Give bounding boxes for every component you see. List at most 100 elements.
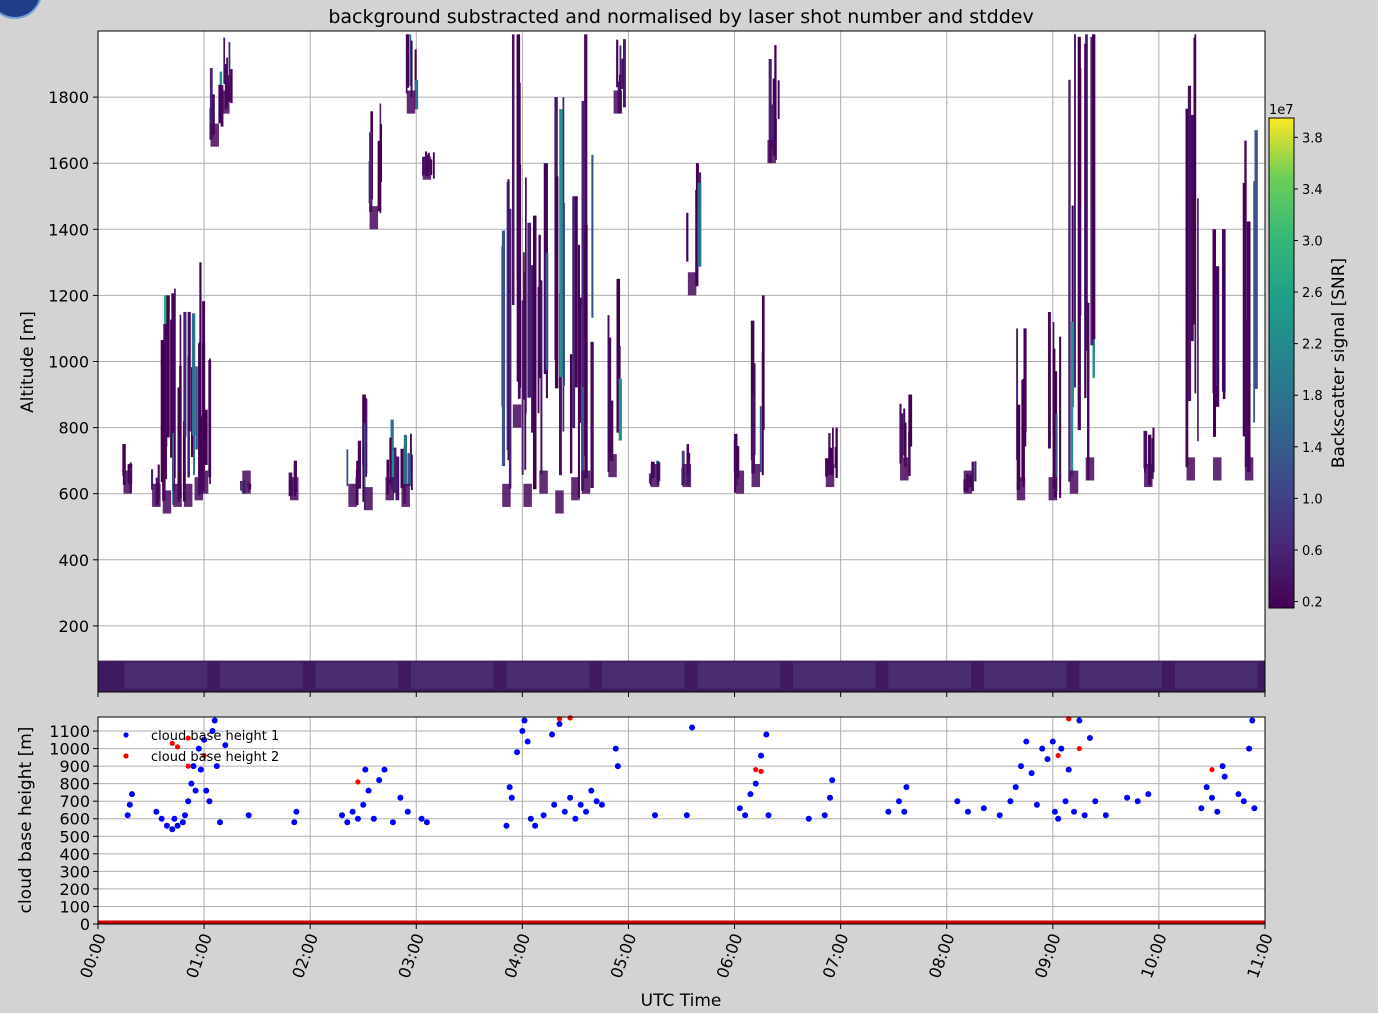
- legend-label-series-1: cloud base height 1: [151, 729, 279, 744]
- colorbar-tick-label: 2.6: [1302, 286, 1323, 301]
- scatter-x-label: UTC Time: [641, 991, 722, 1011]
- cloud-streak: [590, 341, 594, 488]
- cloud-streak: [430, 159, 433, 176]
- point-series-1: [964, 808, 971, 815]
- scatter-y-tick-label: 600: [59, 810, 90, 829]
- point-series-1: [1198, 805, 1205, 812]
- cloud-base-blob: [687, 272, 697, 296]
- point-series-1: [614, 763, 621, 770]
- point-series-2: [1076, 745, 1082, 752]
- cloud-streak: [501, 230, 506, 467]
- point-series-1: [540, 812, 547, 819]
- cloud-streak: [393, 447, 397, 493]
- heatmap-y-tick-label: 1400: [48, 220, 89, 239]
- point-series-1: [549, 731, 556, 738]
- scatter-grid: [97, 717, 1266, 925]
- cloud-base-blob: [199, 470, 209, 494]
- heatmap-y-tick-label: 400: [58, 551, 89, 570]
- cloud-streak: [1190, 114, 1194, 342]
- point-series-1: [381, 766, 388, 773]
- cloud-streak: [414, 79, 419, 110]
- point-series-1: [128, 791, 135, 798]
- surface-layer-block: [792, 662, 876, 689]
- cloud-streak: [1215, 295, 1218, 387]
- point-series-1: [344, 819, 351, 826]
- point-series-1: [1251, 805, 1258, 812]
- cloud-streak: [1071, 205, 1074, 407]
- cloud-base-blob: [210, 123, 219, 147]
- heatmap-y-tick-label: 800: [58, 419, 89, 438]
- cloud-streak: [1084, 43, 1087, 399]
- surface-layer-block: [983, 662, 1067, 689]
- cloud-base-blob: [900, 457, 909, 481]
- cloud-streak: [183, 311, 187, 437]
- point-series-1: [339, 812, 346, 819]
- point-series-2: [1055, 752, 1061, 759]
- cloud-streak: [759, 406, 762, 473]
- surface-layer-block: [601, 662, 685, 689]
- point-series-1: [1208, 794, 1215, 801]
- cloud-streak: [523, 252, 525, 400]
- cloud-streak: [569, 354, 573, 474]
- cloud-streak: [618, 378, 622, 441]
- point-series-1: [1055, 815, 1062, 822]
- cloud-base-blob: [613, 90, 623, 114]
- cloud-base-blob: [539, 470, 548, 494]
- scatter-y-label: cloud base height [m]: [16, 727, 36, 914]
- cloud-streak: [195, 366, 198, 450]
- point-series-2: [174, 744, 181, 750]
- cloud-streak: [406, 34, 410, 88]
- cloud-base-blob: [555, 490, 564, 514]
- cloud-streak: [1254, 130, 1258, 389]
- point-series-1: [404, 808, 411, 815]
- x-tick-label: 00:00: [76, 931, 110, 981]
- point-series-1: [527, 815, 534, 822]
- cloud-streak: [1052, 348, 1056, 489]
- cloud-streak: [209, 68, 213, 134]
- point-series-1: [519, 728, 526, 735]
- point-series-2: [1209, 767, 1215, 773]
- cloud-base-blob: [369, 206, 379, 230]
- cloud-streak: [202, 301, 206, 473]
- x-tick-label: 04:00: [500, 931, 534, 981]
- cloud-streak: [558, 293, 562, 476]
- cloud-streak: [581, 101, 585, 387]
- cloud-base-blob: [608, 454, 617, 478]
- cloud-streak: [971, 461, 974, 492]
- cloud-streak: [400, 448, 404, 489]
- point-series-1: [423, 819, 430, 826]
- cloud-streak: [1187, 85, 1192, 401]
- point-series-1: [1007, 798, 1014, 805]
- cloud-base-blob: [1016, 477, 1026, 501]
- cloud-base-blob: [1144, 463, 1153, 488]
- cloud-streak: [532, 215, 537, 490]
- cloud-streak: [432, 152, 435, 179]
- scatter-y-tick-label: 300: [59, 862, 90, 881]
- cloud-streak: [1090, 36, 1094, 346]
- cloud-streak: [777, 80, 780, 120]
- point-series-1: [1017, 763, 1024, 770]
- point-series-1: [524, 738, 531, 745]
- point-series-1: [217, 819, 224, 826]
- cloud-streak: [623, 39, 626, 108]
- cloud-base-blob: [1213, 457, 1222, 481]
- point-series-1: [1221, 773, 1228, 780]
- cloud-base-blob: [123, 470, 132, 494]
- point-series-1: [503, 822, 510, 829]
- cloud-base-blob: [825, 463, 835, 488]
- point-series-2: [201, 752, 207, 759]
- point-series-1: [203, 787, 210, 794]
- point-series-2: [185, 763, 191, 769]
- point-series-1: [1203, 784, 1210, 791]
- point-series-1: [181, 812, 188, 819]
- heatmap-y-label: Altitude [m]: [18, 311, 38, 413]
- point-series-1: [293, 808, 300, 815]
- cloud-streak: [1222, 229, 1226, 400]
- colorbar-tick-label: 3.0: [1302, 235, 1323, 250]
- point-series-1: [362, 766, 369, 773]
- surface-layer-block: [1174, 662, 1258, 689]
- point-series-1: [556, 721, 563, 728]
- cloud-base-blob: [364, 487, 373, 511]
- legend-marker-series-2: [123, 753, 129, 759]
- point-series-1: [370, 815, 377, 822]
